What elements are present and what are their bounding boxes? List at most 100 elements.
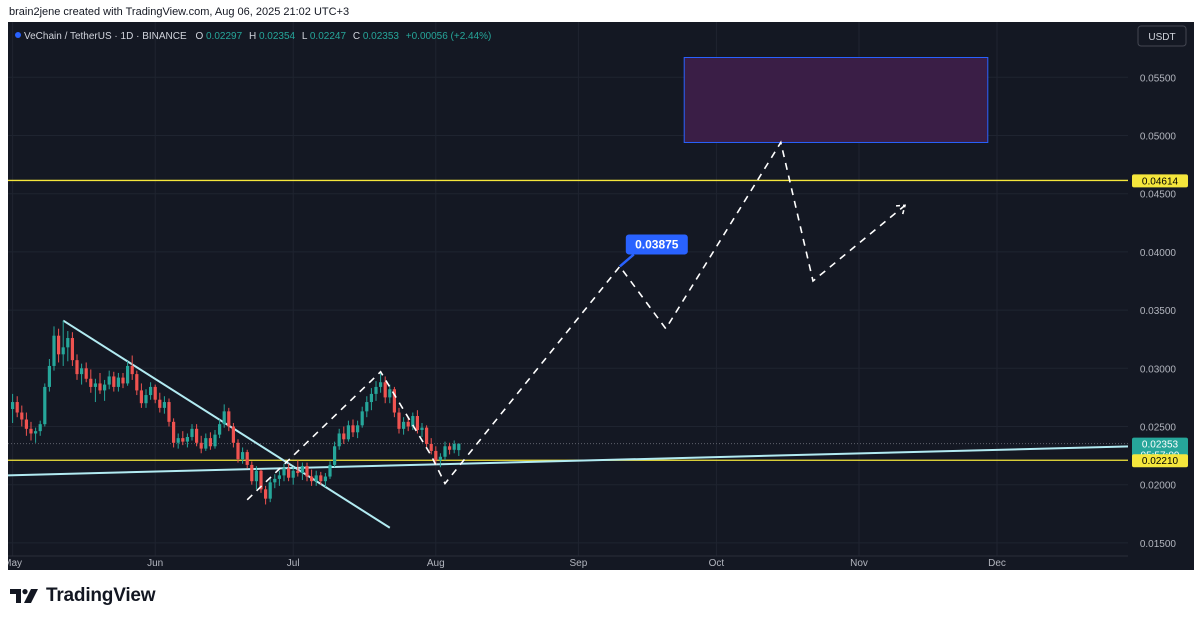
candle <box>434 446 438 465</box>
price-axis-bg <box>1128 22 1194 570</box>
candle-body <box>457 443 461 451</box>
candle-body <box>57 335 61 355</box>
candle <box>374 381 378 401</box>
candle <box>287 463 291 482</box>
candle-body <box>319 475 323 482</box>
candle <box>250 461 254 485</box>
chart-caption: brain2jene created with TradingView.com,… <box>9 6 350 18</box>
candle-body <box>213 434 217 447</box>
time-tick-label: May <box>8 558 22 569</box>
candle <box>319 471 323 485</box>
candle <box>199 435 203 454</box>
candle <box>452 440 456 454</box>
candle <box>457 443 461 456</box>
candle <box>305 462 309 482</box>
candle-body <box>438 456 442 461</box>
chart-area[interactable]: 0.03875 0.05500 0.05000 0.04500 0.04000 0.03… <box>8 22 1194 570</box>
candle-body <box>227 411 231 427</box>
candle <box>84 362 88 383</box>
current-price-label: 0.02353 <box>1142 440 1179 451</box>
brand[interactable]: TradingView <box>10 585 156 607</box>
candle-body <box>24 419 28 429</box>
candle-body <box>116 377 120 387</box>
candle-body <box>411 416 415 427</box>
brand-name: TradingView <box>46 585 156 606</box>
candle-body <box>70 338 74 361</box>
candle-body <box>443 446 447 457</box>
candle-body <box>397 412 401 429</box>
symbol-name: VeChain / TetherUS · 1D · BINANCE <box>24 31 187 42</box>
candle-body <box>337 433 341 447</box>
candle-body <box>388 389 392 398</box>
candle <box>135 370 139 396</box>
candle <box>333 441 337 468</box>
candle <box>121 372 125 389</box>
price-tick-label: 0.03000 <box>1140 364 1177 375</box>
candle-body <box>84 368 88 379</box>
price-tick-label: 0.05500 <box>1140 73 1177 84</box>
close-label: C <box>353 31 360 42</box>
candle <box>415 410 419 434</box>
currency-button[interactable]: USDT <box>1137 25 1187 47</box>
currency-label: USDT <box>1148 32 1175 43</box>
candle-body <box>162 402 166 408</box>
candle-body <box>149 386 153 396</box>
candle-body <box>153 386 157 400</box>
candle-body <box>89 378 93 387</box>
candle <box>34 427 38 443</box>
candle <box>116 372 120 392</box>
target-zone-box[interactable] <box>683 57 989 143</box>
candle-body <box>296 470 300 474</box>
candle <box>231 422 235 448</box>
candle <box>406 417 410 432</box>
candle <box>43 383 47 427</box>
candle-body <box>130 365 134 375</box>
trendlines <box>8 319 1136 529</box>
candle <box>369 388 373 411</box>
candle-body <box>392 389 396 413</box>
candle <box>241 447 245 464</box>
candle <box>291 467 295 485</box>
price-tick-label: 0.02500 <box>1140 422 1177 433</box>
time-tick-label: Nov <box>850 558 868 569</box>
projected-path <box>246 140 907 501</box>
open-label: O <box>195 31 203 42</box>
candle <box>254 466 258 490</box>
candle <box>172 418 176 448</box>
candle-body <box>333 446 337 465</box>
candle-body <box>222 411 226 425</box>
candle <box>448 442 452 455</box>
high-value: 0.02354 <box>259 31 296 42</box>
candle-body <box>346 425 350 440</box>
support-price-label: 0.02210 <box>1142 456 1179 467</box>
candle <box>162 396 166 414</box>
candle <box>24 412 28 436</box>
candle <box>379 371 383 393</box>
candle-body <box>323 476 327 482</box>
candle <box>190 424 194 441</box>
candle <box>402 417 406 435</box>
candle <box>61 320 65 366</box>
price-tick-label: 0.03500 <box>1140 306 1177 317</box>
resistance-price-label: 0.04614 <box>1142 176 1179 187</box>
candle-body <box>342 433 346 440</box>
candle-body <box>172 421 176 443</box>
candle-body <box>43 386 47 425</box>
candle-body <box>402 421 406 429</box>
candle <box>103 379 107 401</box>
candle-body <box>277 475 281 479</box>
candle <box>300 462 304 481</box>
price-axis[interactable]: 0.05500 0.05000 0.04500 0.04000 0.03500 0.030… <box>1128 22 1194 570</box>
candle-body <box>360 411 364 426</box>
candle <box>98 372 102 394</box>
candle-body <box>374 386 378 394</box>
time-axis[interactable]: May Jun Jul Aug Sep Oct Nov Dec <box>8 555 1128 569</box>
candle-body <box>144 395 148 404</box>
open-value: 0.02297 <box>206 31 243 42</box>
candle <box>167 398 171 427</box>
candle <box>443 441 447 461</box>
price-chart[interactable]: 0.03875 0.05500 0.05000 0.04500 0.04000 0.03… <box>8 22 1194 570</box>
candle <box>259 469 263 493</box>
support-price-bg <box>1132 454 1188 468</box>
candle-body <box>452 443 456 450</box>
